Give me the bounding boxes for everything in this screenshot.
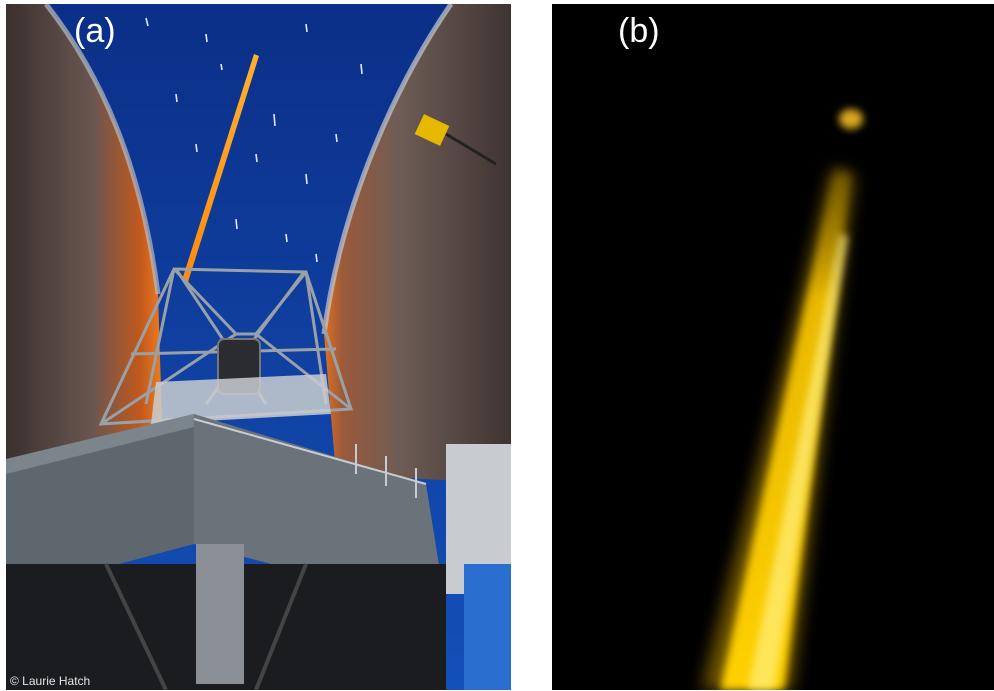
telescope-truss — [98, 267, 354, 426]
platform-right — [194, 414, 446, 609]
panel-a-telescope-photo: (a) © Laurie Hatch — [6, 4, 511, 690]
panel-label-a: (a) — [74, 12, 116, 50]
telescope-dome-illustration — [6, 4, 511, 690]
dome-wall-left — [6, 4, 164, 524]
laser-beam-closeup — [552, 4, 994, 690]
laser-beam — [182, 54, 259, 282]
beam-core — [748, 234, 848, 690]
photo-credit: © Laurie Hatch — [10, 674, 91, 688]
dome-wall-right — [324, 4, 511, 484]
panel-label-b: (b) — [618, 12, 660, 50]
central-pillar — [196, 544, 244, 684]
mirror-cell — [151, 374, 331, 424]
star-trails — [145, 17, 363, 263]
laser-beam-body — [720, 169, 851, 690]
dome-camera-equipment — [414, 114, 450, 146]
blue-stairs — [464, 564, 511, 690]
panel-b-laser-beam: (b) — [552, 4, 994, 690]
platform-railing — [193, 418, 427, 498]
guide-star-spot — [839, 109, 863, 129]
